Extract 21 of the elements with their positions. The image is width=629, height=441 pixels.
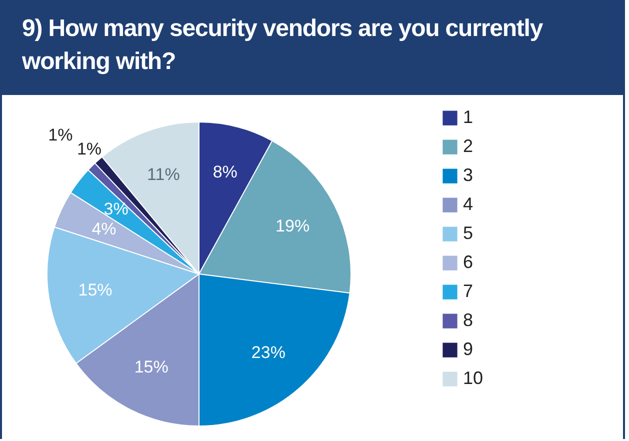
legend-label: 3 [463,165,474,185]
legend-label: 5 [463,223,474,243]
data-label: 11% [147,165,180,184]
data-label: 23% [251,342,286,362]
legend-label: 8 [463,310,474,330]
legend-label: 1 [463,107,474,127]
legend-label: 4 [463,194,474,214]
chart-title: 9) How many security vendors are you currently working with? [2,0,623,95]
legend-label: 10 [463,368,484,388]
data-label: 15% [78,280,112,300]
data-label: 4% [92,219,116,238]
data-label: 1% [76,139,102,158]
data-label: 8% [212,162,238,182]
legend-label: 2 [463,136,474,156]
legend-label: 7 [463,281,474,301]
data-label: 3% [104,200,128,219]
data-label: 1% [48,125,73,144]
data-label: 19% [276,216,310,236]
data-label: 15% [134,358,168,377]
legend-label: 6 [463,252,474,272]
legend-label: 9 [463,339,474,359]
